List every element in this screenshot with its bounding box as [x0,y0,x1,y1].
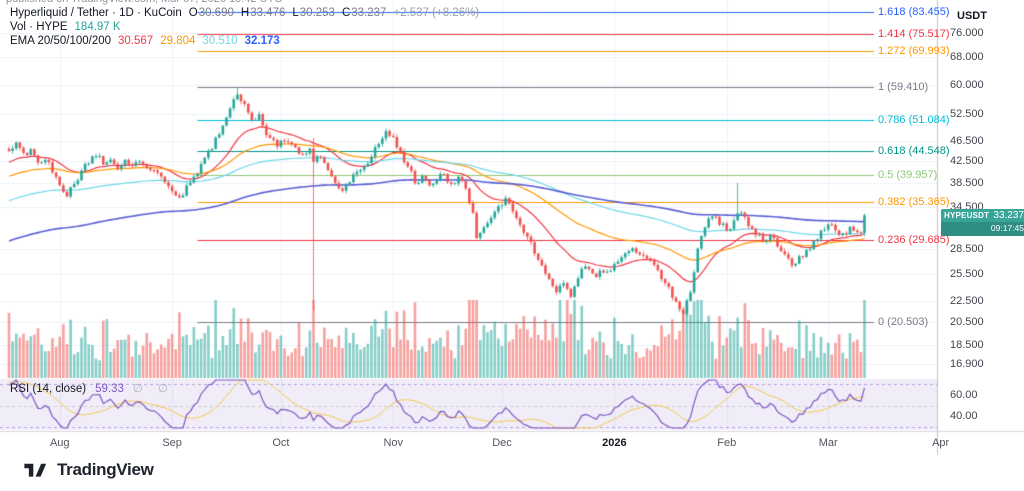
rsi-value: 59.33 [95,383,124,395]
price-tick-46.500: 46.500 [950,135,984,148]
fib-label-0: 0 (20.503) [878,315,929,328]
tradingview-logo[interactable]: TradingView [20,460,154,480]
symbol-row: Hyperliquid / Tether · 1D · KuCoin O30.6… [10,7,479,21]
time-tick-Feb: Feb [717,437,737,449]
symbol-title[interactable]: Hyperliquid / Tether · 1D · KuCoin [10,7,182,19]
volume-value: 184.97 K [74,21,121,33]
time-tick-Dec: Dec [492,437,512,449]
price-axis-currency: USDT [957,10,987,22]
fib-label-1.618: 1.618 (83.455) [878,6,950,19]
fib-label-1.414: 1.414 (75.517) [878,28,950,41]
price-tick-38.500: 38.500 [950,176,984,189]
ema-row: EMA 20/50/100/200 30.567 29.804 30.510 3… [10,35,479,49]
price-tick-18.500: 18.500 [950,338,984,351]
ohlc-open: O30.690 [188,7,234,19]
fib-label-0.236: 0.236 (29.685) [878,234,950,247]
price-tick-60.000: 60.000 [950,78,984,91]
ema200-value: 32.173 [244,35,280,47]
rsi-tick-40.00: 40.00 [950,410,978,423]
price-tick-20.500: 20.500 [950,315,984,328]
fib-label-1.272: 1.272 (69.993) [878,45,950,57]
price-axis[interactable]: USDT 76.000 68.000 60.000 52.500 46.500 42.50… [937,0,1024,455]
fib-label-0.618: 0.618 (44.548) [878,144,950,157]
rsi-tick-60.00: 60.00 [950,388,978,401]
price-tick-16.900: 16.900 [950,358,984,371]
fib-label-0.5: 0.5 (39.957) [878,168,938,181]
ema-indicator-label[interactable]: EMA 20/50/100/200 [10,35,112,47]
price-tick-76.000: 76.000 [950,26,984,39]
time-tick-Mar: Mar [818,437,838,449]
time-axis[interactable]: Aug Sep Oct Nov Dec 2026 Feb Mar Apr [0,431,1024,455]
badge-price: 33.237 [993,210,1024,221]
rsi-legend: RSI (14, close) 59.33 ∅ ∅ [10,381,174,395]
price-tick-28.500: 28.500 [950,243,984,256]
price-tick-25.500: 25.500 [950,267,984,280]
fib-label-1: 1 (59.410) [878,81,929,94]
badge-symbol: HYPEUSDT [944,211,990,220]
badge-countdown: 09:17:45 [941,222,1024,236]
last-price-badge[interactable]: HYPEUSDT 33.237 09:17:45 [941,209,1024,236]
time-tick-2026: 2026 [602,437,627,449]
volume-row: Vol · HYPE 184.97 K [10,21,479,35]
time-tick-Nov: Nov [383,437,404,449]
price-tick-22.500: 22.500 [950,295,984,308]
fib-label-0.382: 0.382 (35.365) [878,195,950,208]
time-tick-Aug: Aug [49,437,70,449]
time-tick-Sep: Sep [162,437,182,449]
price-tick-68.000: 68.000 [950,51,984,64]
ema50-value: 29.804 [160,35,196,47]
chart-legend: Hyperliquid / Tether · 1D · KuCoin O30.6… [10,7,479,49]
time-tick-Oct: Oct [272,437,290,449]
volume-indicator-label[interactable]: Vol · HYPE [10,21,68,33]
indicator-placeholder-icons[interactable]: ∅ ∅ [132,383,175,395]
ohlc-close: C33.237 [341,7,387,19]
tradingview-logo-icon [24,463,47,477]
ohlc-low: L30.253 [292,7,335,19]
ohlc-high: H33.476 [240,7,286,19]
clipped-caption: published on TradingView.com, Mar 07, 20… [6,0,282,5]
ema20-value: 30.567 [118,35,154,47]
time-tick-Apr: Apr [932,437,950,449]
rsi-indicator-label[interactable]: RSI (14, close) [10,383,87,395]
price-tick-42.500: 42.500 [950,155,984,168]
price-tick-52.500: 52.500 [950,108,984,121]
fib-label-0.786: 0.786 (51.084) [878,114,950,127]
ema100-value: 30.510 [202,35,238,47]
price-change: +2.537 (+8.26%) [393,7,480,19]
tradingview-logo-text: TradingView [57,460,154,479]
